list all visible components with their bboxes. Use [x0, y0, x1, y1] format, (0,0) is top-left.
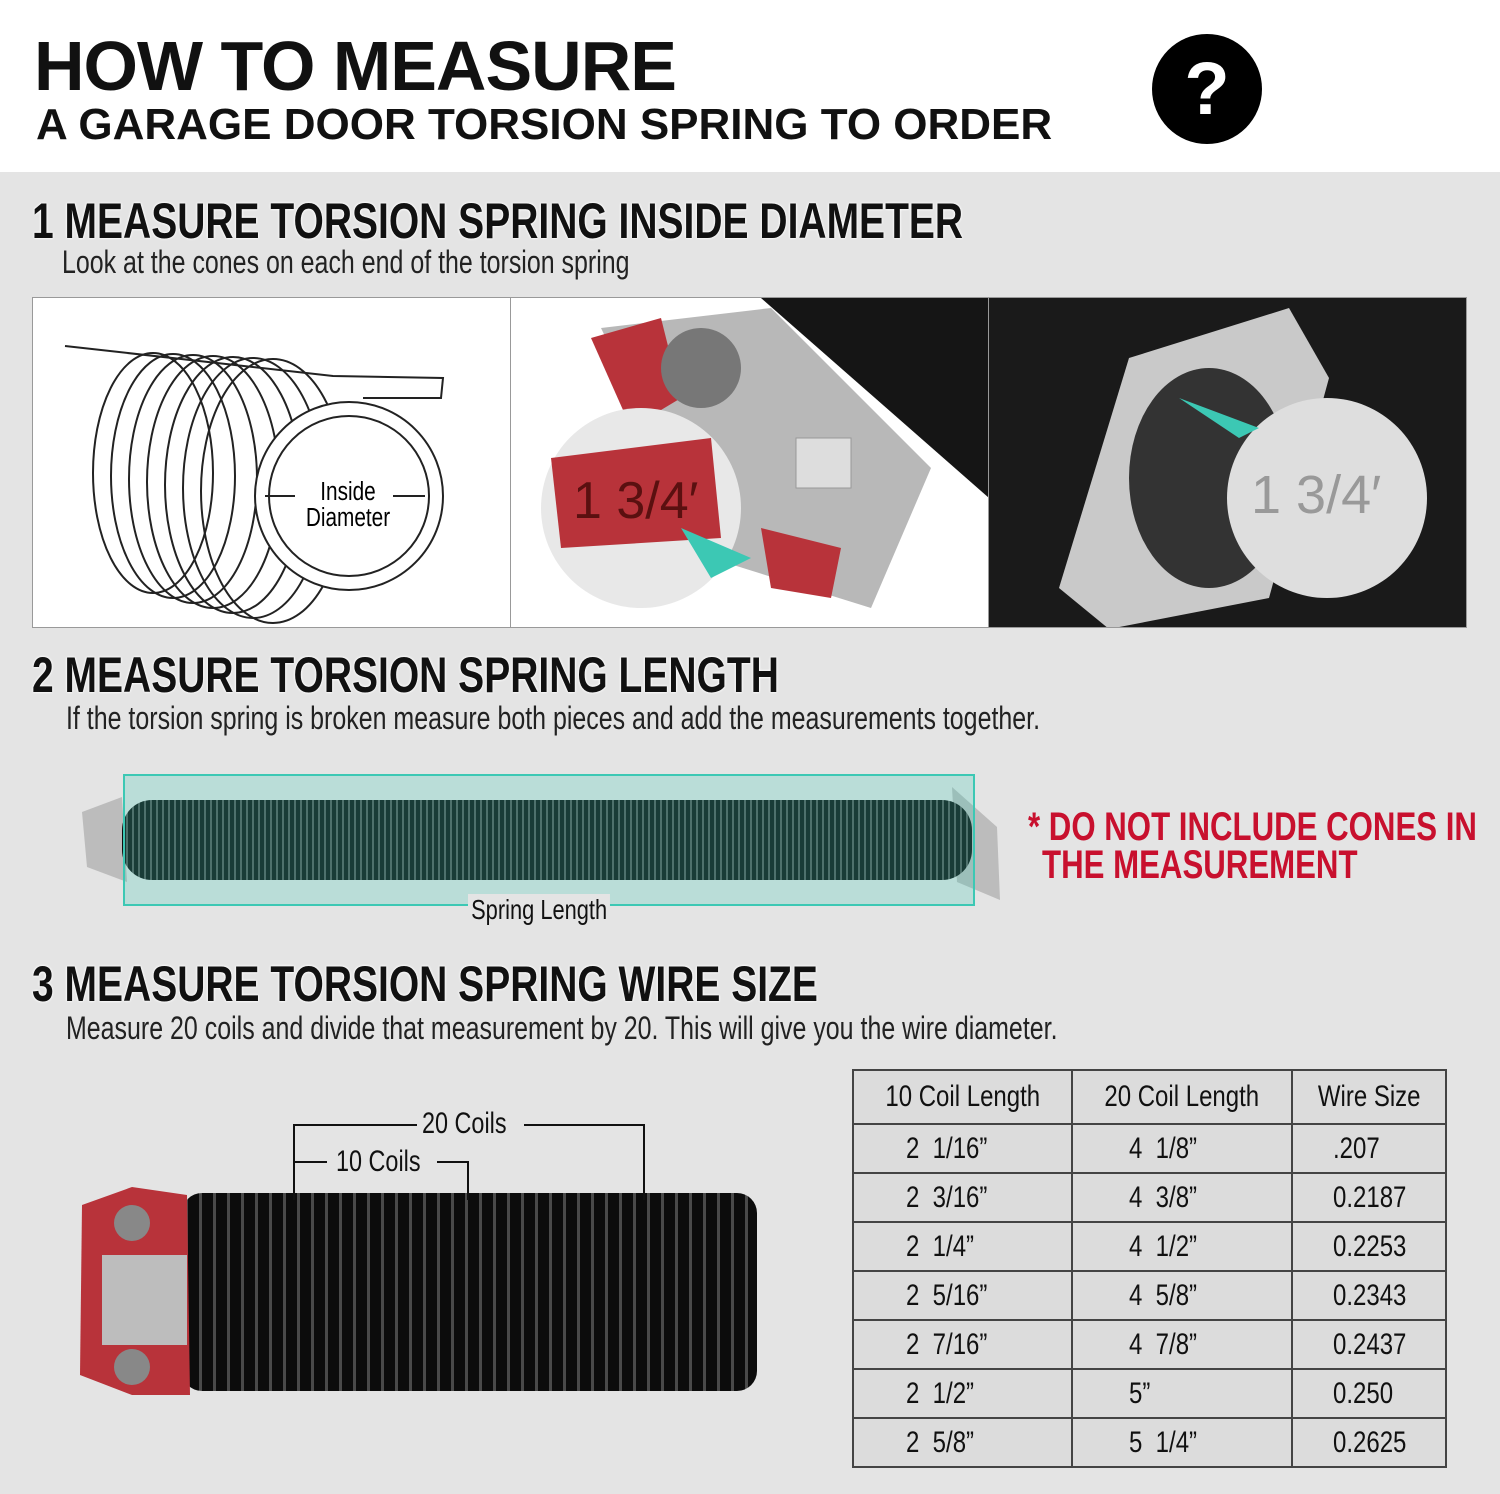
table-header-row: 10 Coil Length 20 Coil Length Wire Size	[851, 1069, 1448, 1125]
step3-title: 3 MEASURE TORSION SPRING WIRE SIZE	[32, 956, 818, 1012]
wire-size-table: 10 Coil Length 20 Coil Length Wire Size …	[851, 1069, 1448, 1468]
table-cell: 4 1/2”	[1071, 1221, 1293, 1272]
inside-label-2: Diameter	[306, 503, 390, 532]
table-cell: 2 5/8”	[851, 1417, 1074, 1468]
table-cell: 0.2253	[1290, 1221, 1448, 1272]
table-cell: 2 3/16”	[851, 1172, 1074, 1223]
table-cell: 4 3/8”	[1071, 1172, 1293, 1223]
spring-length-photo: Spring Length	[72, 772, 1007, 926]
note-line-1: * DO NOT INCLUDE CONES IN	[1028, 805, 1477, 849]
step2-title: 2 MEASURE TORSION SPRING LENGTH	[32, 647, 779, 703]
table-row: 2 3/16” 4 3/8” 0.2187	[851, 1172, 1448, 1223]
table-cell: 2 5/16”	[851, 1270, 1074, 1321]
step3-subtitle: Measure 20 coils and divide that measure…	[66, 1010, 1058, 1046]
table-row: 2 5/16” 4 5/8” 0.2343	[851, 1270, 1448, 1321]
column-header: 20 Coil Length	[1071, 1069, 1293, 1125]
table-cell: 0.2625	[1290, 1417, 1448, 1468]
silver-cone-photo: 1 3/4′	[989, 298, 1466, 627]
cones-note: * DO NOT INCLUDE CONES IN THE MEASUREMEN…	[1028, 805, 1477, 887]
column-header: 10 Coil Length	[851, 1069, 1074, 1125]
table-cell: 4 5/8”	[1071, 1270, 1293, 1321]
table-row: 2 7/16” 4 7/8” 0.2437	[851, 1319, 1448, 1370]
label-20-coils: 20 Coils	[422, 1107, 507, 1140]
step1-title: 1 MEASURE TORSION SPRING INSIDE DIAMETER	[32, 193, 964, 249]
note-line-2: THE MEASUREMENT	[1042, 843, 1358, 887]
table-cell: 0.250	[1290, 1368, 1448, 1419]
table-cell: 4 1/8”	[1071, 1123, 1293, 1174]
step2-subtitle: If the torsion spring is broken measure …	[66, 700, 1041, 736]
table-cell: 2 1/4”	[851, 1221, 1074, 1272]
table-cell: 5 1/4”	[1071, 1417, 1293, 1468]
step1-subtitle: Look at the cones on each end of the tor…	[62, 244, 630, 280]
red-cone-photo: 1 3/4′	[511, 298, 989, 627]
column-header: Wire Size	[1290, 1069, 1448, 1125]
table-cell: 0.2437	[1290, 1319, 1448, 1370]
table-cell: 2 7/16”	[851, 1319, 1074, 1370]
table-cell: 2 1/2”	[851, 1368, 1074, 1419]
question-mark-icon: ?	[1152, 34, 1262, 144]
table-cell: 0.2187	[1290, 1172, 1448, 1223]
cone-marking-zoom: 1 3/4′	[573, 472, 698, 530]
table-row: 2 5/8” 5 1/4” 0.2625	[851, 1417, 1448, 1468]
spring-diagram: Inside Diameter	[33, 298, 511, 627]
table-cell: 4 7/8”	[1071, 1319, 1293, 1370]
inside-label-1: Inside	[320, 477, 375, 506]
table-row: 2 1/16” 4 1/8” .207	[851, 1123, 1448, 1174]
table-row: 2 1/2” 5” 0.250	[851, 1368, 1448, 1419]
table-cell: 0.2343	[1290, 1270, 1448, 1321]
table-cell: .207	[1290, 1123, 1448, 1174]
inside-diameter-images: Inside Diameter 1 3/4′ 1 3/4′	[32, 297, 1467, 628]
page-subtitle: A GARAGE DOOR TORSION SPRING TO ORDER	[36, 100, 1053, 149]
label-10-coils: 10 Coils	[336, 1145, 421, 1178]
table-cell: 5”	[1071, 1368, 1293, 1419]
page-title: HOW TO MEASURE	[34, 27, 677, 105]
header: HOW TO MEASURE A GARAGE DOOR TORSION SPR…	[0, 0, 1500, 172]
wire-size-photo: 20 Coils 10 Coils	[72, 1105, 762, 1400]
table-row: 2 1/4” 4 1/2” 0.2253	[851, 1221, 1448, 1272]
table-cell: 2 1/16”	[851, 1123, 1074, 1174]
cone-marking-zoom-silver: 1 3/4′	[1251, 465, 1381, 525]
spring-length-label: Spring Length	[468, 894, 611, 926]
